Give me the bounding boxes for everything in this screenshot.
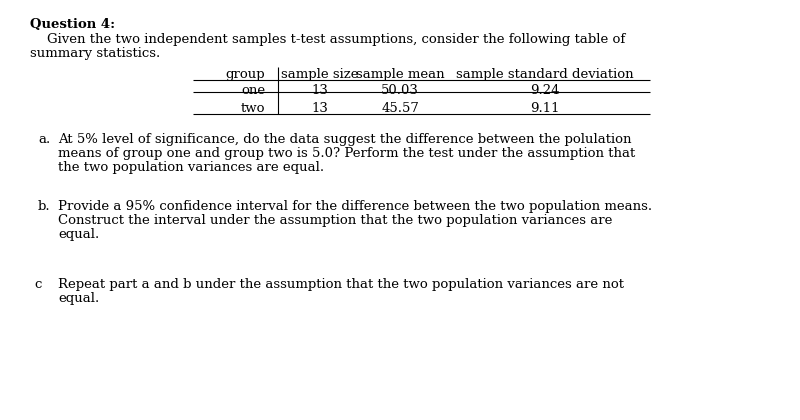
Text: equal.: equal.	[58, 292, 99, 305]
Text: the two population variances are equal.: the two population variances are equal.	[58, 161, 324, 174]
Text: c: c	[34, 278, 42, 291]
Text: 13: 13	[311, 84, 329, 97]
Text: 50.03: 50.03	[381, 84, 419, 97]
Text: means of group one and group two is 5.0? Perform the test under the assumption t: means of group one and group two is 5.0?…	[58, 147, 635, 160]
Text: At 5% level of significance, do the data suggest the difference between the polu: At 5% level of significance, do the data…	[58, 133, 631, 146]
Text: one: one	[241, 84, 265, 97]
Text: sample size: sample size	[282, 68, 358, 81]
Text: a.: a.	[38, 133, 50, 146]
Text: Construct the interval under the assumption that the two population variances ar: Construct the interval under the assumpt…	[58, 214, 612, 227]
Text: two: two	[241, 102, 265, 115]
Text: 9.11: 9.11	[530, 102, 560, 115]
Text: 9.24: 9.24	[530, 84, 560, 97]
Text: b.: b.	[38, 200, 50, 213]
Text: sample standard deviation: sample standard deviation	[456, 68, 634, 81]
Text: Given the two independent samples t-test assumptions, consider the following tab: Given the two independent samples t-test…	[30, 33, 626, 46]
Text: group: group	[226, 68, 265, 81]
Text: Question 4:: Question 4:	[30, 18, 115, 31]
Text: summary statistics.: summary statistics.	[30, 47, 160, 60]
Text: 45.57: 45.57	[381, 102, 419, 115]
Text: Repeat part a and b under the assumption that the two population variances are n: Repeat part a and b under the assumption…	[58, 278, 624, 291]
Text: 13: 13	[311, 102, 329, 115]
Text: Provide a 95% confidence interval for the difference between the two population : Provide a 95% confidence interval for th…	[58, 200, 652, 213]
Text: equal.: equal.	[58, 228, 99, 241]
Text: sample mean: sample mean	[356, 68, 444, 81]
